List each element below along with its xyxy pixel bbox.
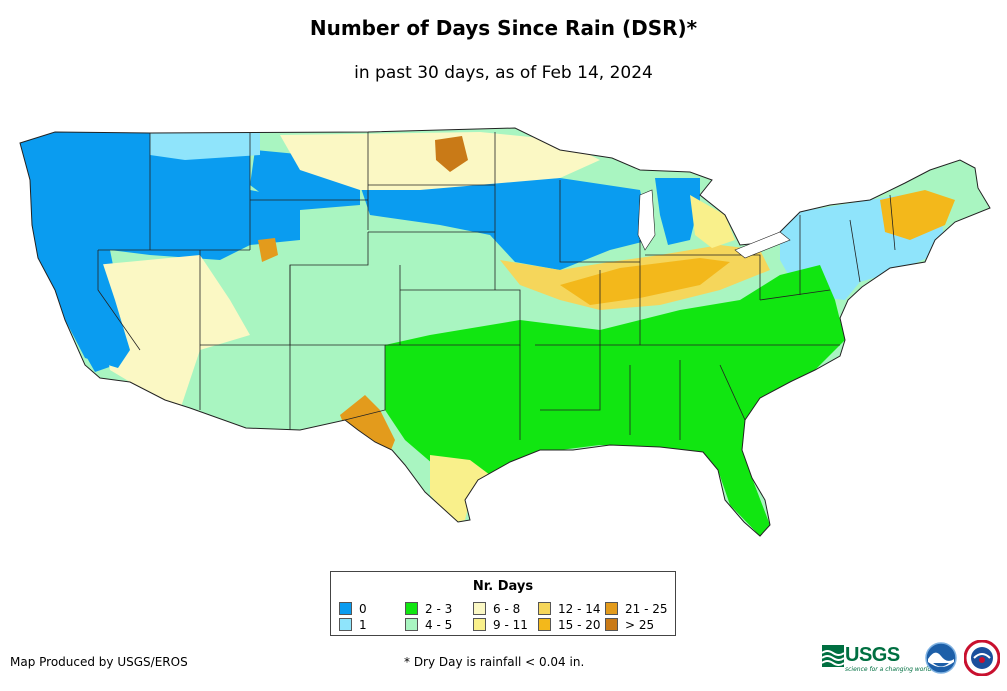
legend-title: Nr. Days [472,579,534,594]
legend-item-2: 2 - 3 [405,602,452,616]
zone-southwest-6-8 [95,255,250,410]
zone-texas-9-11 [430,455,490,522]
legend-item-6: 12 - 14 [538,602,601,616]
zone-michigan-0 [655,178,700,245]
lake-michigan [637,189,656,251]
legend-item-8: 21 - 25 [605,602,668,616]
zone-great-lakes-9-11 [690,195,735,248]
usgs-wave-icon [822,645,844,667]
nws-logo-icon [964,640,1000,676]
map-credit: Map Produced by USGS/EROS [10,655,188,669]
usgs-logo: USGS [845,644,900,666]
legend-swatch [538,602,551,615]
zone-new-england-15-20 [880,190,955,240]
zone-northern-plains-0 [360,178,650,270]
dry-day-footnote: * Dry Day is rainfall < 0.04 in. [404,655,585,669]
noaa-logo-icon [925,642,957,674]
lake-erie [734,231,791,259]
legend-swatch [405,618,418,631]
map-subtitle: in past 30 days, as of Feb 14, 2024 [354,63,653,83]
zone-idaho-1 [150,133,260,160]
usgs-tagline: science for a changing world [845,666,932,673]
legend-item-0: 0 [339,602,367,616]
legend-item-4: 6 - 8 [473,602,520,616]
zone-nd-gt25 [435,136,468,172]
legend-item-5: 9 - 11 [473,618,528,632]
legend-swatch [473,602,486,615]
legend-swatch [473,618,486,631]
legend-swatch [605,602,618,615]
legend-swatch [538,618,551,631]
legend-swatch [339,602,352,615]
legend: Nr. Days 0 1 2 - 3 4 - 5 6 - 8 9 - 11 12… [330,571,676,636]
state-borders [97,132,896,440]
zone-california-0 [38,255,130,368]
legend-item-7: 15 - 20 [538,618,601,632]
legend-swatch [405,602,418,615]
legend-swatch [605,618,618,631]
map-title: Number of Days Since Rain (DSR)* [309,16,698,40]
zone-ohio-valley-15-20 [560,258,730,305]
legend-item-9: > 25 [605,618,654,632]
legend-item-1: 1 [339,618,367,632]
legend-item-3: 4 - 5 [405,618,452,632]
legend-swatch [339,618,352,631]
zone-wyoming-21-25 [258,238,278,262]
dsr-zones [20,128,955,536]
